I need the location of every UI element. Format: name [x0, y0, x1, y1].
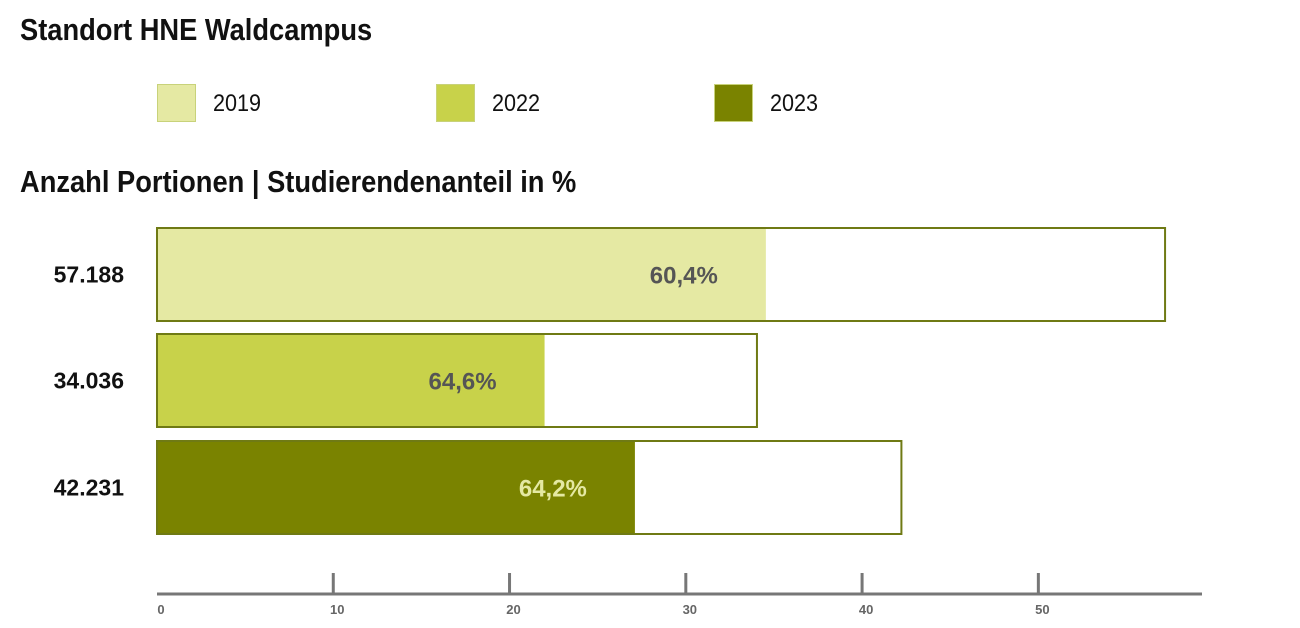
legend-label-2023: 2023: [770, 90, 819, 117]
bar-share-label-2019: 60,4%: [650, 263, 718, 290]
bar-share-2019: [158, 229, 766, 320]
chart-title: Standort HNE Waldcampus: [20, 12, 373, 47]
bar-share-2023: [158, 442, 635, 533]
legend-swatch-2023: [714, 84, 753, 122]
bar-share-2022: [158, 335, 545, 426]
chart-subtitle: Anzahl Portionen | Studierendenanteil in…: [20, 164, 577, 199]
x-tick-label-30: 30: [683, 602, 697, 617]
x-tick-label-10: 10: [330, 602, 344, 617]
legend-label-2019: 2019: [213, 90, 262, 117]
x-tick-label-0: 0: [157, 602, 164, 617]
legend-label-2022: 2022: [492, 90, 541, 117]
bar-share-label-2022: 64,6%: [429, 369, 497, 396]
bar-total-label-2023: 42.231: [54, 475, 125, 501]
bar-total-label-2019: 57.188: [54, 262, 125, 288]
legend-swatch-2019: [157, 84, 196, 122]
bar-share-label-2023: 64,2%: [519, 476, 587, 503]
legend-swatch-2022: [436, 84, 475, 122]
x-tick-label-40: 40: [859, 602, 873, 617]
x-tick-label-50: 50: [1035, 602, 1049, 617]
bar-total-label-2022: 34.036: [54, 368, 124, 394]
x-tick-label-20: 20: [506, 602, 520, 617]
